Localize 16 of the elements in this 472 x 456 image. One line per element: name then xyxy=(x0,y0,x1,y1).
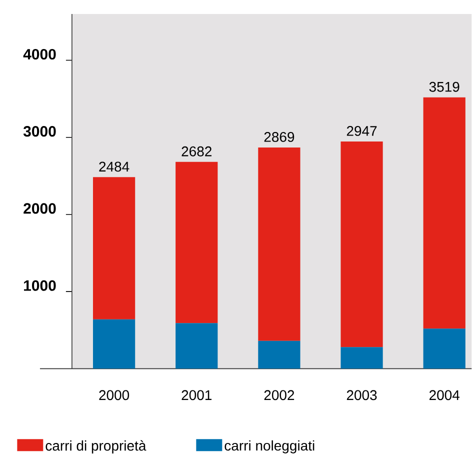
x-tick-label: 2004 xyxy=(429,390,460,400)
y-tick-label: 2000 xyxy=(24,203,56,214)
x-tick-label: 2001 xyxy=(182,390,212,400)
total-label: 2869 xyxy=(264,132,294,142)
total-label: 2484 xyxy=(99,162,130,172)
total-label: 2947 xyxy=(346,126,377,136)
y-tick-label: 1000 xyxy=(24,280,56,291)
x-tick-label: 2002 xyxy=(264,390,294,400)
legend-label: carri noleggiati xyxy=(224,440,314,454)
total-label: 3519 xyxy=(429,82,460,92)
y-tick-label: 4000 xyxy=(23,48,56,60)
y-tick-label: 3000 xyxy=(23,126,56,137)
total-label: 2682 xyxy=(182,146,212,156)
x-tick-label: 2000 xyxy=(99,390,130,400)
legend-label: carri di proprietà xyxy=(46,440,146,454)
x-tick-label: 2003 xyxy=(346,390,377,400)
